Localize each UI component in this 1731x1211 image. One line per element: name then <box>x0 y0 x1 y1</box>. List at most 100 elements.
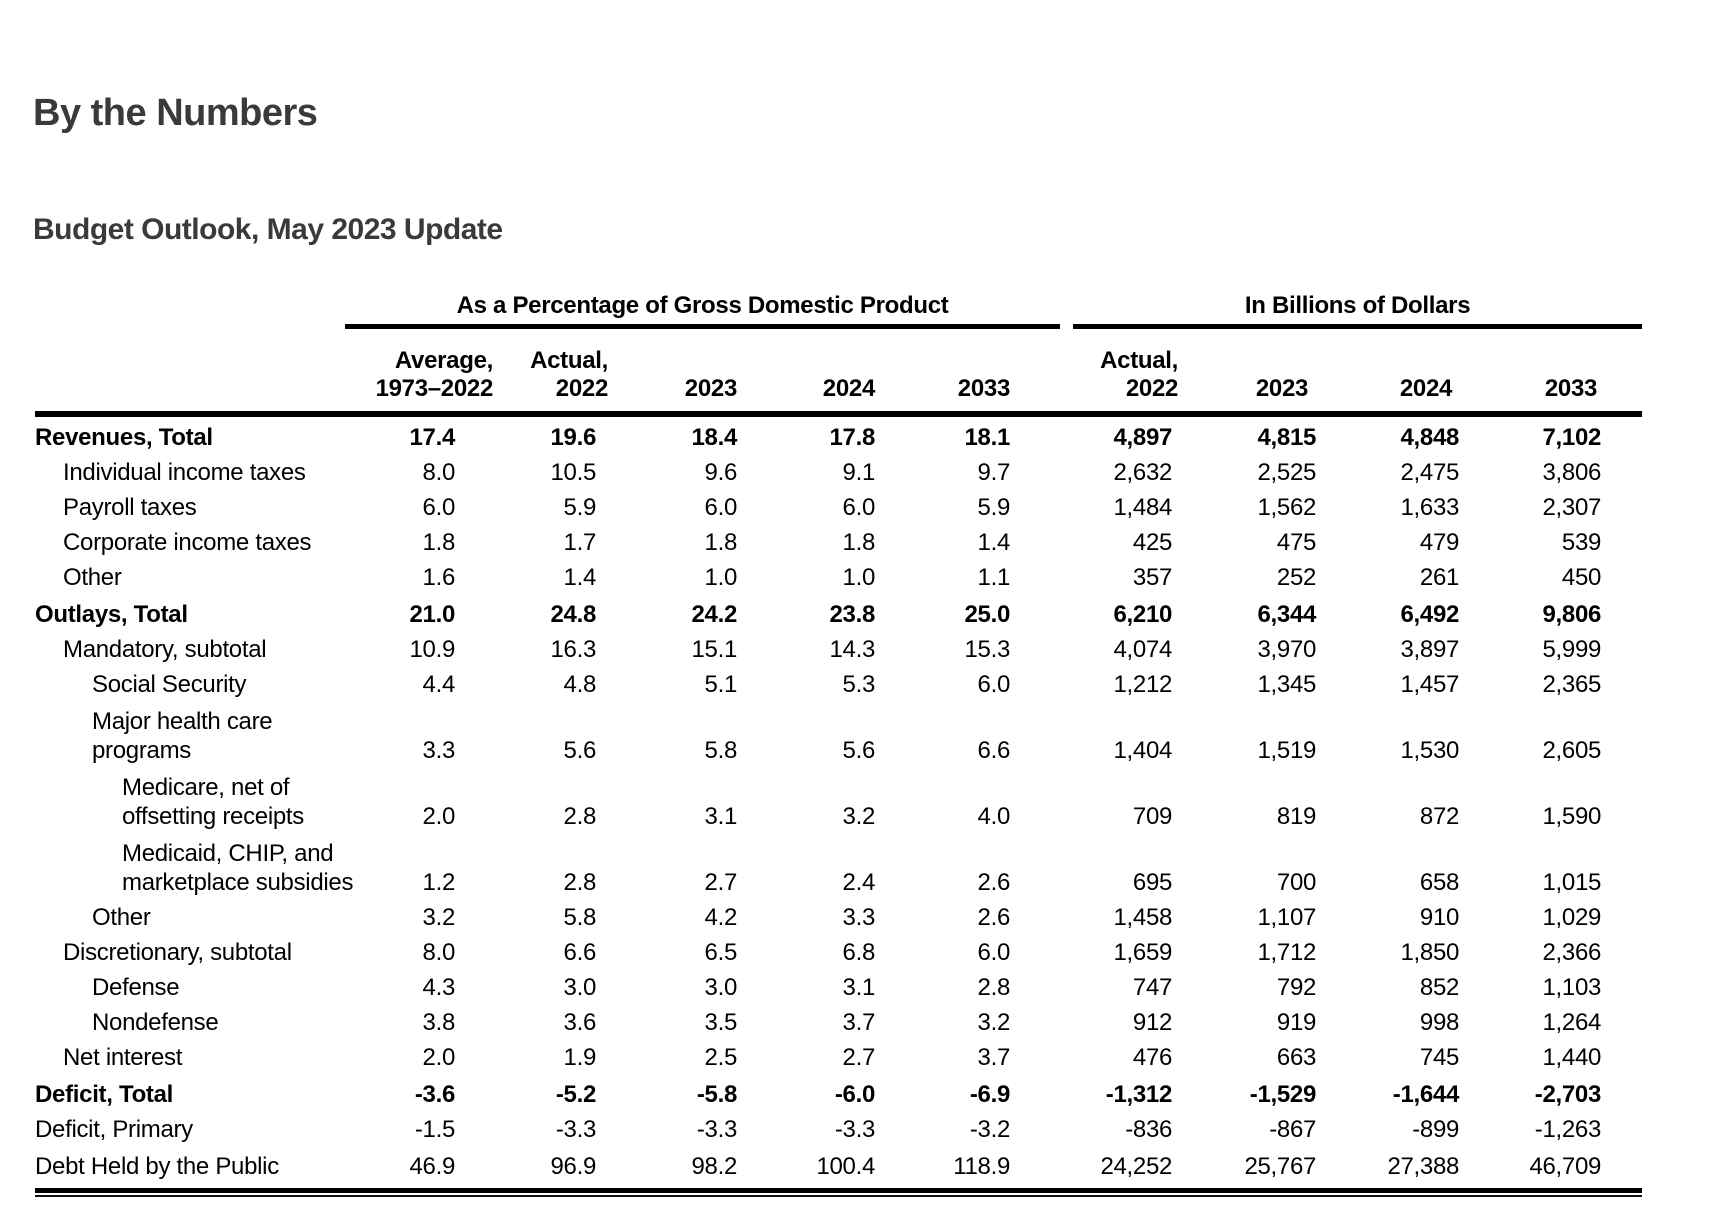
cell-pct-gdp: 5.9 <box>977 494 1011 521</box>
cell-pct-gdp: -5.2 <box>555 1081 596 1108</box>
cell-pct-gdp: 2.4 <box>842 869 876 896</box>
cell-pct-gdp: 4.4 <box>422 671 456 698</box>
cell-gap <box>1060 1075 1073 1112</box>
cell-pct-gdp: 1.7 <box>563 529 597 556</box>
cell-billions: 475 <box>1276 529 1317 556</box>
cell-billions: -1,644 <box>1392 1081 1460 1108</box>
cell-pct-gdp: 3.2 <box>977 1009 1011 1036</box>
cell-gap <box>1060 667 1073 702</box>
cell-pct-gdp: -3.3 <box>834 1116 875 1143</box>
cell-billions: 1,345 <box>1257 671 1317 698</box>
cell-pct-gdp: 6.5 <box>704 939 738 966</box>
cell-pct-gdp: 1.6 <box>422 564 456 591</box>
cell-billions: 1,633 <box>1400 494 1460 521</box>
cell-pct-gdp: 9.6 <box>704 459 738 486</box>
cell-pad <box>1601 414 1642 455</box>
cell-pct-gdp: 1.8 <box>704 529 738 556</box>
cell-gap <box>1025 970 1060 1005</box>
cell-gap <box>1025 1005 1060 1040</box>
cell-pct-gdp: 3.7 <box>842 1009 876 1036</box>
column-header-row: Average, 1973–2022 Actual, 2022 2023 2024 … <box>35 326 1643 417</box>
cell-pct-gdp: 2.8 <box>977 974 1011 1001</box>
cell-pct-gdp: 1.2 <box>422 869 456 896</box>
cell-gap <box>1025 560 1060 595</box>
budget-table: As a Percentage of Gross Domestic Produc… <box>35 276 1643 1197</box>
cell-billions: 261 <box>1419 564 1460 591</box>
cell-pct-gdp: 2.6 <box>977 904 1011 931</box>
cell-pct-gdp: 100.4 <box>816 1153 875 1180</box>
cell-pct-gdp: 3.3 <box>422 737 456 764</box>
page-title: By the Numbers <box>33 92 318 134</box>
cell-billions: 539 <box>1561 529 1602 556</box>
cell-billions: 998 <box>1419 1009 1460 1036</box>
cell-billions: 1,850 <box>1400 939 1460 966</box>
cell-pad <box>1601 1147 1642 1184</box>
cell-pct-gdp: -1.5 <box>414 1116 455 1143</box>
cell-billions: 910 <box>1419 904 1460 931</box>
column-group-row: As a Percentage of Gross Domestic Produc… <box>35 276 1643 329</box>
cell-pct-gdp: -3.2 <box>969 1116 1010 1143</box>
cell-pct-gdp: 6.8 <box>842 939 876 966</box>
cell-pct-gdp: 2.0 <box>422 803 456 830</box>
column-header: 2023 <box>608 326 745 417</box>
table-row: Social Security 4.4 4.8 5.1 5.3 6.0 1,212 1,345… <box>35 667 1642 702</box>
cell-gap <box>1060 1005 1073 1040</box>
cell-pct-gdp: 24.2 <box>691 601 737 628</box>
cell-pct-gdp: 4.2 <box>704 904 738 931</box>
cell-pct-gdp: 1.8 <box>842 529 876 556</box>
cell-gap <box>1060 900 1073 935</box>
cell-billions: 1,457 <box>1400 671 1460 698</box>
column-header: Average, 1973–2022 <box>345 326 493 417</box>
cell-gap <box>1060 1112 1073 1147</box>
cell-pad <box>1601 702 1642 768</box>
cell-billions: 747 <box>1132 974 1173 1001</box>
cell-billions: 819 <box>1276 803 1317 830</box>
cell-billions: 1,590 <box>1542 803 1602 830</box>
cell-pct-gdp: -6.9 <box>969 1081 1010 1108</box>
cell-billions: -867 <box>1269 1116 1317 1143</box>
row-label: Revenues, Total <box>35 424 213 451</box>
cell-gap <box>1025 935 1060 970</box>
cell-pct-gdp: 3.1 <box>704 803 738 830</box>
table-row: Other 1.6 1.4 1.0 1.0 1.1 357 252 261 450 <box>35 560 1642 595</box>
cell-pct-gdp: -6.0 <box>834 1081 875 1108</box>
cell-pct-gdp: 8.0 <box>422 939 456 966</box>
table-row: Net interest 2.0 1.9 2.5 2.7 3.7 476 663 745 1,44… <box>35 1040 1642 1075</box>
cell-pad <box>1601 667 1642 702</box>
cell-pct-gdp: 6.0 <box>977 939 1011 966</box>
header-gap <box>1060 326 1074 417</box>
cell-billions: 46,709 <box>1529 1153 1602 1180</box>
cell-pct-gdp: 24.8 <box>550 601 596 628</box>
row-label: Mandatory, subtotal <box>63 636 267 663</box>
column-header: 2024 <box>1316 326 1460 417</box>
cell-billions: 872 <box>1419 803 1460 830</box>
cell-pct-gdp: 2.8 <box>563 869 597 896</box>
cell-gap <box>1025 1112 1060 1147</box>
cell-pct-gdp: 5.8 <box>563 904 597 931</box>
cell-billions: 1,264 <box>1542 1009 1602 1036</box>
cell-pct-gdp: 2.8 <box>563 803 597 830</box>
cell-gap <box>1060 560 1073 595</box>
cell-pct-gdp: 3.5 <box>704 1009 738 1036</box>
cell-billions: 4,815 <box>1257 424 1317 451</box>
cell-billions: 2,366 <box>1542 939 1602 966</box>
cell-pct-gdp: 9.7 <box>977 459 1011 486</box>
cell-gap <box>1025 1147 1060 1184</box>
cell-pad <box>1601 900 1642 935</box>
cell-pct-gdp: 3.7 <box>977 1044 1011 1071</box>
cell-billions: 425 <box>1132 529 1173 556</box>
cell-billions: 1,103 <box>1542 974 1602 1001</box>
row-label: Other <box>63 564 122 591</box>
cell-billions: 25,767 <box>1244 1153 1317 1180</box>
cell-pct-gdp: 6.6 <box>977 737 1011 764</box>
cell-gap <box>1025 768 1060 834</box>
cell-pct-gdp: 3.1 <box>842 974 876 1001</box>
cell-billions: 357 <box>1132 564 1173 591</box>
column-header: 2023 <box>1178 326 1317 417</box>
table-row: Deficit, Primary -1.5 -3.3 -3.3 -3.3 -3.2 -836… <box>35 1112 1642 1147</box>
cell-pct-gdp: 5.3 <box>842 671 876 698</box>
cell-billions: 1,519 <box>1257 737 1317 764</box>
cell-gap <box>1060 595 1073 632</box>
cell-pct-gdp: 2.0 <box>422 1044 456 1071</box>
cell-pad <box>1601 1075 1642 1112</box>
